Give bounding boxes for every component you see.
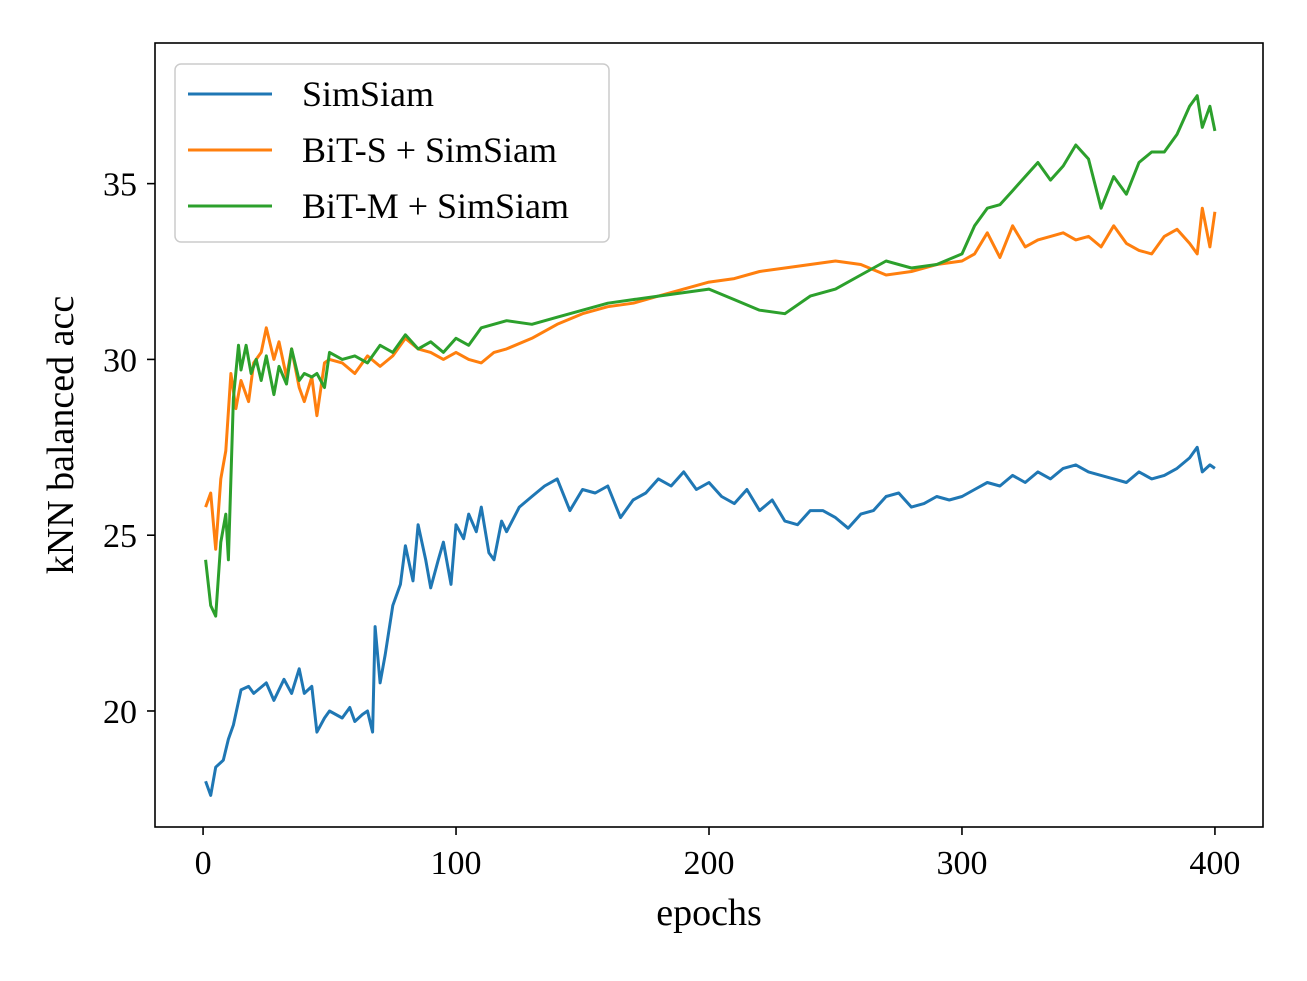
series-line-simsiam	[204, 445, 1216, 797]
series-line-bit-s-simsiam	[204, 206, 1217, 551]
y-tick-label: 30	[103, 342, 137, 379]
y-tick-label: 25	[103, 518, 137, 555]
x-tick-label: 400	[1189, 845, 1240, 882]
x-tick-label: 200	[684, 845, 735, 882]
series-line-bit-m-simsiam	[204, 94, 1217, 618]
legend-label-simsiam: SimSiam	[302, 74, 434, 114]
x-axis-label: epochs	[656, 892, 762, 934]
x-tick-label: 100	[431, 845, 482, 882]
series-layer	[204, 94, 1217, 797]
x-tick-label: 300	[936, 845, 987, 882]
legend-box	[174, 63, 610, 243]
legend: SimSiam BiT-S + SimSiam BiT-M + SimSiam	[174, 63, 610, 243]
ticks-layer: 0 100 200 300 400 20 25 30 35	[103, 167, 1240, 882]
x-tick-label: 0	[195, 845, 212, 882]
legend-label-bit-m-simsiam: BiT-M + SimSiam	[302, 186, 569, 226]
legend-label-bit-s-simsiam: BiT-S + SimSiam	[302, 130, 557, 170]
y-axis-label: kNN balanced acc	[40, 296, 82, 575]
y-tick-label: 35	[103, 167, 137, 204]
y-tick-label: 20	[103, 694, 137, 731]
